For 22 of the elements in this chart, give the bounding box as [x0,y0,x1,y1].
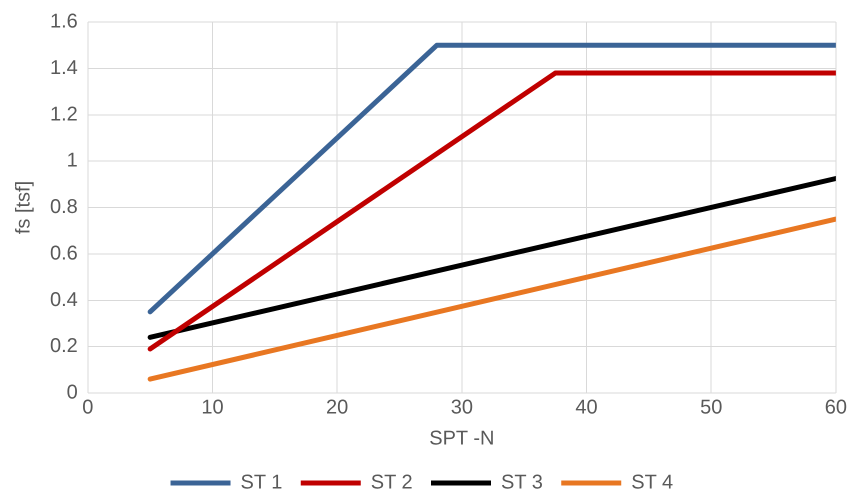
legend-label: ST 2 [370,472,413,494]
y-tick-label: 0.4 [50,288,78,311]
y-tick-label: 0.8 [50,196,78,218]
x-tick-label: 40 [575,396,598,419]
legend-label: ST 4 [631,472,674,494]
legend-label: ST 1 [240,472,282,494]
y-tick-label: 0.2 [50,335,78,358]
y-tick-label: 1.6 [50,10,78,33]
x-axis-title: SPT -N [429,428,494,450]
y-axis-title: fs [tsf] [12,180,35,234]
y-tick-label: 0 [66,382,78,404]
x-tick-label: 10 [201,396,224,419]
y-tick-label: 1 [66,150,78,172]
x-tick-label: 60 [824,396,847,419]
x-tick-label: 20 [326,396,348,419]
x-tick-label: 30 [450,396,473,419]
y-tick-label: 1.4 [50,56,78,79]
y-tick-label: 1.2 [50,103,78,126]
y-tick-label: 0.6 [50,242,78,264]
legend-label: ST 3 [501,472,543,494]
x-tick-label: 50 [700,396,722,419]
x-tick-label: 0 [82,396,94,419]
